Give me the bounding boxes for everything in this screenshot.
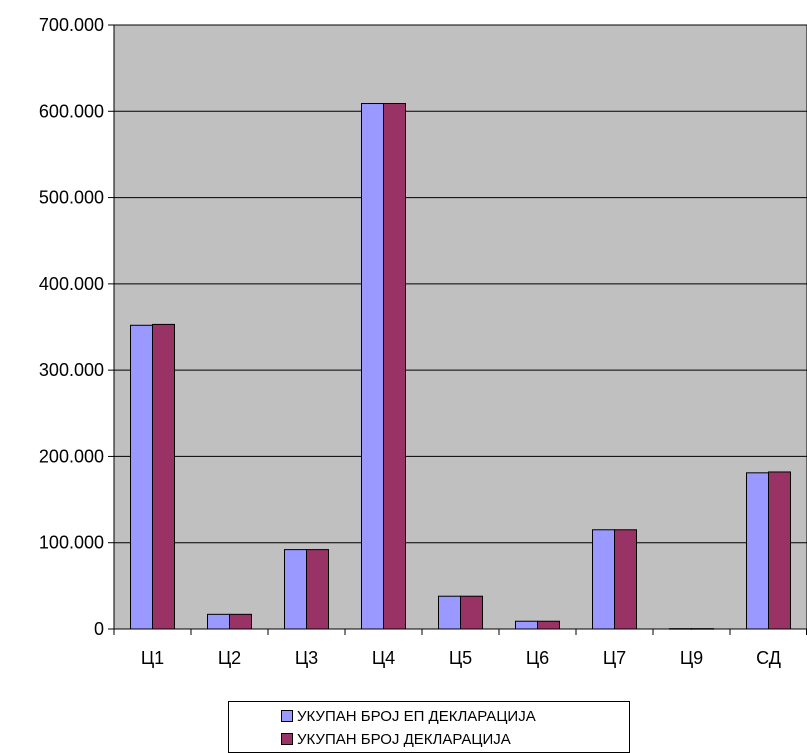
x-tick-label: Ц7: [603, 648, 626, 668]
bar-series-2: [306, 549, 329, 630]
legend: УКУПАН БРОЈ ЕП ДЕКЛАРАЦИЈА УКУПАН БРОЈ Д…: [228, 701, 630, 753]
y-axis-ticks: 0 100.000 200.000 300.000 400.000 500.000 600.…: [39, 15, 114, 639]
bar-series-2: [460, 595, 483, 630]
y-tick-label: 700.000: [39, 15, 104, 35]
x-tick-label: СД: [756, 648, 781, 668]
y-tick-label: 600.000: [39, 101, 104, 121]
bar-series-1: [130, 324, 153, 630]
legend-item-series-2: УКУПАН БРОЈ ДЕКЛАРАЦИЈА: [281, 729, 511, 749]
x-tick-label: Ц6: [526, 648, 549, 668]
bar-series-2: [537, 620, 560, 630]
bar-series-2: [152, 323, 175, 630]
bar-series-1: [515, 620, 538, 630]
bar-series-1: [592, 529, 615, 630]
bar-series-1: [284, 549, 307, 630]
bar-series-2: [383, 103, 406, 630]
x-tick-label: Ц2: [218, 648, 241, 668]
y-tick-label: 300.000: [39, 360, 104, 380]
x-tick-label: Ц1: [141, 648, 164, 668]
y-tick-label: 500.000: [39, 188, 104, 208]
bar-series-1: [207, 613, 230, 630]
bar-series-1: [746, 472, 769, 630]
x-tick-label: Ц9: [680, 648, 703, 668]
legend-label-series-1: УКУПАН БРОЈ ЕП ДЕКЛАРАЦИЈА: [297, 707, 536, 725]
y-tick-label: 0: [94, 619, 104, 639]
x-axis-ticks: Ц1 Ц2 Ц3 Ц4 Ц5 Ц6 Ц7 Ц9 СД: [113, 628, 807, 668]
legend-item-series-1: УКУПАН БРОЈ ЕП ДЕКЛАРАЦИЈА: [281, 706, 536, 726]
legend-label-series-2: УКУПАН БРОЈ ДЕКЛАРАЦИЈА: [297, 730, 511, 748]
plot-area: [113, 24, 807, 630]
bar-series-2: [768, 471, 791, 630]
legend-swatch-series-2: [281, 733, 293, 745]
legend-swatch-series-1: [281, 710, 293, 722]
x-tick-label: Ц4: [372, 648, 395, 668]
gridlines: [114, 24, 807, 544]
bar-series-1: [438, 595, 461, 630]
y-tick-label: 400.000: [39, 274, 104, 294]
bar-series-2: [614, 529, 637, 630]
bars: [130, 103, 791, 630]
bar-series-2: [229, 613, 252, 630]
x-tick-label: Ц3: [295, 648, 318, 668]
bar-series-1: [361, 103, 384, 630]
y-tick-label: 200.000: [39, 446, 104, 466]
y-tick-label: 100.000: [39, 533, 104, 553]
x-tick-label: Ц5: [449, 648, 472, 668]
